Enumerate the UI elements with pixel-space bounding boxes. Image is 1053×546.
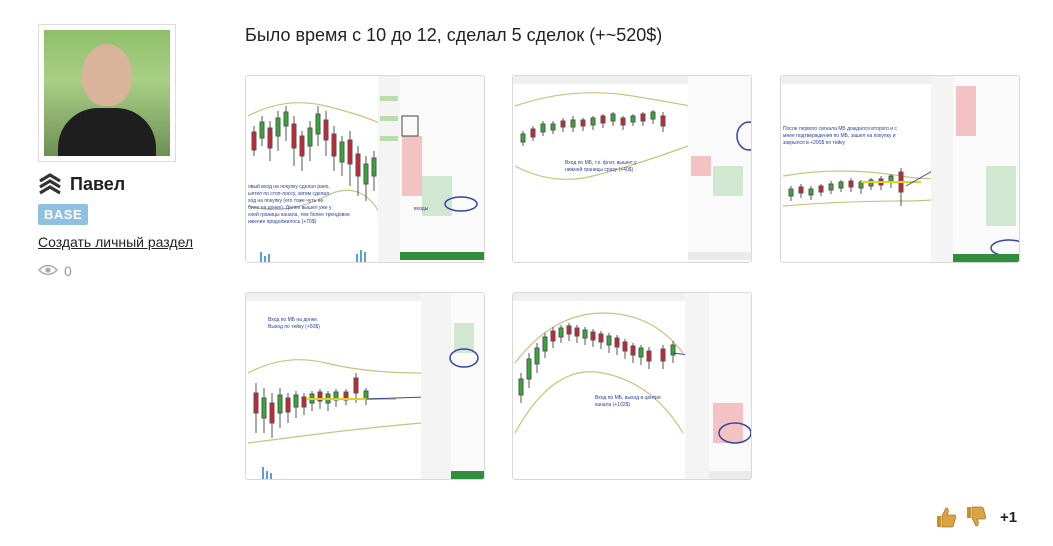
user-name[interactable]: Павел: [70, 173, 126, 194]
annotation-line: ыетел по стоп-лоссу, затем сделал: [248, 191, 329, 197]
screenshot-thumbnail-5[interactable]: Вход по МБ, выход в центре канала (+102$…: [512, 292, 752, 480]
annotation-line: хней границы канала, тем более трендовое: [248, 211, 350, 218]
screenshot-thumbnail-4[interactable]: Вход по МБ на донке. Выход по тейку (+50…: [245, 292, 485, 480]
avatar: [44, 30, 170, 156]
screenshot-thumbnail-1[interactable]: овый вход на покупку сделал рано, ыетел …: [245, 75, 485, 263]
annotation-line: Выход по тейку (+50$): [268, 323, 320, 330]
annotation-line: После первого сигнала МБ дождался второг…: [783, 126, 897, 132]
annotation-line: ход на покупку (его тоже чуть не: [248, 198, 323, 204]
user-row: Павел: [38, 173, 125, 195]
annotation-line: закрылся в +200$ по тейку: [783, 139, 846, 146]
thumbs-down-icon[interactable]: [964, 505, 988, 529]
rating-bar: +1: [934, 505, 1017, 529]
thumbs-up-icon[interactable]: [934, 505, 958, 529]
views-count: 0: [64, 263, 72, 279]
rating-score: +1: [1000, 508, 1018, 526]
annotation-line: било на донке). Далее вышел уже у: [248, 205, 332, 211]
annotation-line: Вход по МБ, т.к. флэт, вышел у: [565, 160, 637, 166]
rank-chevrons-icon: [38, 173, 62, 195]
annotation-line: Вход по МБ, выход в центре: [595, 395, 661, 401]
annotation-line: овый вход на покупку сделал рано,: [248, 183, 330, 190]
annotation-line: нижней границы сразу (+40$): [565, 166, 633, 173]
annotation-line: ижение продолжилось (+70$): [248, 219, 317, 225]
eye-icon: [37, 263, 59, 279]
screenshot-thumbnail-2[interactable]: Вход по МБ, т.к. флэт, вышел у нижней гр…: [512, 75, 752, 263]
screenshot-thumbnail-3[interactable]: После первого сигнала МБ дождался второг…: [780, 75, 1020, 263]
annotation-line: канала (+102$): [595, 402, 630, 408]
post-title: Было время с 10 до 12, сделал 5 сделок (…: [245, 25, 663, 45]
annotation-line: Вход по МБ на донке.: [268, 317, 318, 323]
user-badge: BASE: [38, 204, 89, 225]
views-counter: 0: [37, 263, 72, 279]
annotation-label: входы: [414, 206, 429, 212]
avatar-body: [58, 108, 156, 156]
create-section-link[interactable]: Создать личный раздел: [38, 234, 194, 250]
avatar-frame[interactable]: [38, 24, 176, 162]
annotation-line: мнее подтверждения по МБ, зашел на покуп…: [783, 133, 896, 139]
avatar-head: [82, 44, 132, 106]
